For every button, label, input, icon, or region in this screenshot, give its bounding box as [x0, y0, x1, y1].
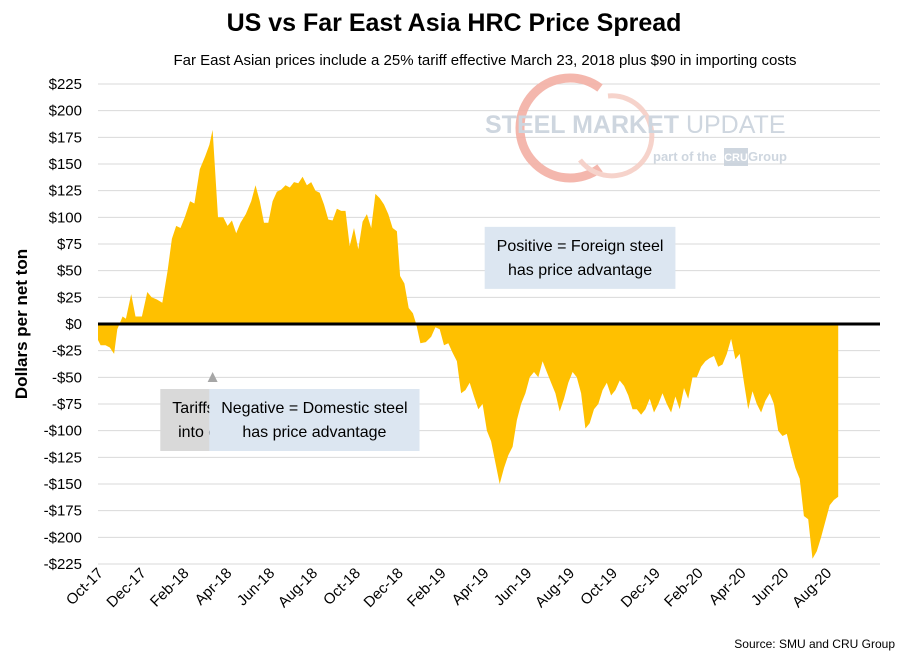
- x-tick-label: Apr-19: [449, 565, 493, 609]
- y-tick-label: -$225: [44, 556, 82, 573]
- y-tick-label: -$50: [52, 369, 82, 386]
- y-tick-label: $0: [65, 316, 82, 333]
- annotation-text: Negative = Domestic steel: [221, 400, 407, 417]
- watermark-group: Group: [748, 149, 787, 164]
- annotations: Tariffs wentinto effectNegative = Domest…: [160, 226, 676, 451]
- x-tick-label: Feb-18: [147, 565, 193, 611]
- x-tick-label: Dec-18: [361, 565, 407, 611]
- y-tick-label: $75: [57, 236, 82, 253]
- x-tick-label: Oct-19: [577, 565, 621, 609]
- chart-title: US vs Far East Asia HRC Price Spread: [227, 9, 682, 37]
- x-tick-label: Aug-19: [532, 565, 578, 611]
- y-tick-label: $25: [57, 289, 82, 306]
- annotation-negative: Negative = Domestic steel has price advan…: [209, 389, 420, 451]
- annotation-box: [209, 389, 420, 451]
- logo-arc-inner-icon: [578, 93, 655, 179]
- logo-arc-icon: [515, 73, 603, 183]
- x-tick-label: Apr-18: [192, 565, 236, 609]
- y-tick-label: -$75: [52, 396, 82, 413]
- x-tick-label: Oct-18: [320, 565, 364, 609]
- y-tick-label: $200: [49, 103, 82, 120]
- y-tick-label: $175: [49, 129, 82, 146]
- y-tick-label: -$200: [44, 529, 82, 546]
- y-tick-label: $50: [57, 263, 82, 280]
- watermark-market: MARKET: [572, 111, 686, 139]
- x-tick-label: Dec-19: [618, 565, 664, 611]
- x-tick-label: Apr-20: [706, 565, 750, 609]
- x-tick-label: Feb-20: [661, 565, 707, 611]
- y-tick-label: -$25: [52, 343, 82, 360]
- annotation-text: has price advantage: [242, 424, 386, 441]
- y-tick-label: $150: [49, 156, 82, 173]
- y-tick-label: -$175: [44, 503, 82, 520]
- y-axis-label: Dollars per net ton: [12, 249, 31, 399]
- watermark-line2: part of the: [653, 149, 717, 164]
- x-tick-label: Dec-17: [103, 565, 149, 611]
- x-tick-label: Jun-20: [748, 565, 792, 609]
- x-axis-ticks: Oct-17Dec-17Feb-18Apr-18Jun-18Aug-18Oct-…: [63, 565, 835, 611]
- x-tick-label: Feb-19: [404, 565, 450, 611]
- watermark-update: UPDATE: [686, 111, 786, 139]
- watermark-part-of: part of the: [653, 149, 717, 164]
- y-tick-label: $225: [49, 76, 82, 93]
- y-tick-label: $100: [49, 209, 82, 226]
- y-tick-label: -$150: [44, 476, 82, 493]
- cru-badge-text: CRU: [724, 152, 748, 164]
- annotation-text: has price advantage: [508, 262, 652, 279]
- y-axis-ticks: $225 $200 $175 $150 $125 $100 $75 $50 $25 $0 -$25 -…: [44, 76, 82, 573]
- spread-area: [98, 129, 839, 559]
- y-tick-label: -$100: [44, 423, 82, 440]
- y-tick-label: $125: [49, 183, 82, 200]
- x-tick-label: Aug-20: [789, 565, 835, 611]
- annotation-box: [484, 226, 676, 289]
- annotation-positive: Positive = Foreign steel has price advant…: [484, 226, 676, 289]
- watermark-steel: STEEL: [485, 111, 572, 139]
- up-arrow-icon: [207, 372, 218, 382]
- x-tick-label: Jun-19: [491, 565, 535, 609]
- cru-badge: [724, 148, 748, 166]
- watermark-line1: STEEL MARKET UPDATE: [485, 111, 786, 139]
- source-note: Source: SMU and CRU Group: [734, 637, 895, 651]
- x-tick-label: Aug-18: [275, 565, 321, 611]
- annotation-text: Positive = Foreign steel: [497, 238, 664, 255]
- y-tick-label: -$125: [44, 449, 82, 466]
- watermark-logo: STEEL MARKET UPDATE part of the CRU Grou…: [485, 73, 787, 183]
- x-tick-label: Jun-18: [234, 565, 278, 609]
- chart-subtitle: Far East Asian prices include a 25% tari…: [173, 52, 796, 69]
